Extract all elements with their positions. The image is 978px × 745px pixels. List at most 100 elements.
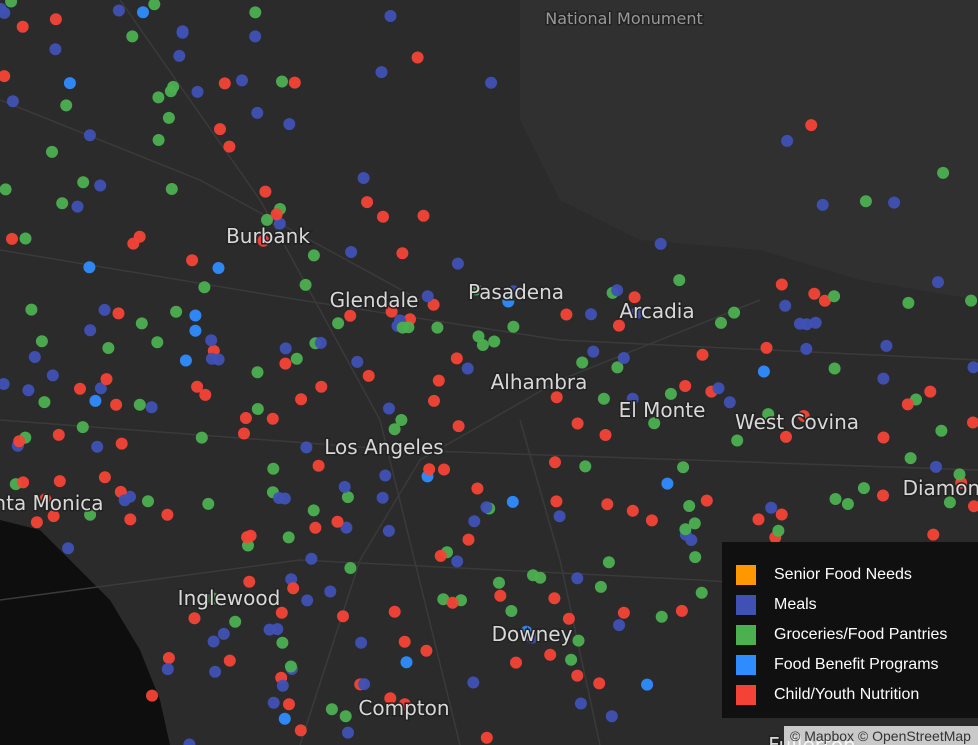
marker <box>593 677 606 690</box>
legend-label: Groceries/Food Pantries <box>774 626 948 643</box>
marker <box>579 460 592 473</box>
legend-item[interactable]: Groceries/Food Pantries <box>736 620 978 650</box>
legend-swatch <box>736 625 756 645</box>
marker <box>775 508 788 521</box>
marker <box>244 529 257 542</box>
marker <box>46 369 59 382</box>
legend-item[interactable]: Child/Youth Nutrition <box>736 680 978 710</box>
marker <box>179 354 192 367</box>
marker <box>700 494 713 507</box>
marker <box>451 555 464 568</box>
marker <box>39 493 52 506</box>
marker <box>229 615 242 628</box>
marker <box>261 213 273 226</box>
marker <box>548 592 561 605</box>
marker <box>571 572 584 585</box>
marker <box>191 380 204 393</box>
legend-swatch <box>736 565 756 585</box>
marker <box>251 106 264 119</box>
marker <box>124 513 137 526</box>
marker <box>571 669 584 682</box>
marker <box>259 185 272 198</box>
marker <box>56 197 69 210</box>
marker <box>507 285 520 298</box>
marker <box>83 261 96 274</box>
marker <box>685 534 698 546</box>
marker <box>760 341 773 354</box>
marker <box>434 549 447 562</box>
marker <box>267 462 280 475</box>
marker <box>553 510 566 523</box>
marker <box>384 692 397 705</box>
marker <box>344 309 357 322</box>
marker <box>602 556 615 569</box>
marker <box>828 290 841 303</box>
marker <box>576 356 589 369</box>
marker <box>805 119 818 132</box>
marker <box>148 0 161 11</box>
marker <box>679 380 692 392</box>
marker <box>295 393 308 406</box>
marker <box>332 317 345 330</box>
marker <box>188 612 201 625</box>
marker <box>307 249 320 262</box>
marker <box>571 417 584 430</box>
marker <box>46 145 58 158</box>
marker <box>47 510 60 523</box>
marker <box>207 635 220 648</box>
marker <box>339 710 352 723</box>
marker <box>307 504 320 517</box>
place-label: West Covina <box>735 410 859 434</box>
marker <box>420 644 433 657</box>
marker <box>695 586 708 599</box>
marker <box>382 524 395 537</box>
marker <box>71 200 84 213</box>
marker <box>83 129 96 142</box>
marker <box>301 594 314 607</box>
legend-item[interactable]: Meals <box>736 590 978 620</box>
marker <box>775 278 788 291</box>
marker <box>287 582 300 595</box>
marker <box>165 183 178 195</box>
marker <box>611 284 624 297</box>
marker <box>126 30 139 43</box>
marker <box>816 198 829 211</box>
marker <box>361 196 374 209</box>
marker <box>30 516 43 529</box>
marker <box>829 493 842 505</box>
marker <box>76 421 89 434</box>
marker <box>145 401 158 414</box>
place-labels: National Monument Burbank Glendale Pasadena… <box>0 8 978 745</box>
marker <box>841 498 854 510</box>
marker <box>376 491 389 504</box>
legend-item[interactable]: Food Benefit Programs <box>736 650 978 680</box>
marker <box>270 208 283 221</box>
marker <box>626 392 639 405</box>
marker <box>965 294 978 307</box>
marker <box>585 308 597 321</box>
place-label: National Monument <box>545 9 702 28</box>
marker <box>84 324 97 337</box>
marker <box>967 361 978 374</box>
marker <box>137 6 149 19</box>
marker <box>904 452 917 465</box>
marker <box>223 140 236 153</box>
marker <box>94 382 107 395</box>
marker <box>613 619 626 632</box>
marker <box>599 429 612 441</box>
marker <box>696 348 709 361</box>
marker <box>217 627 230 640</box>
marker <box>901 398 914 411</box>
marker <box>935 424 948 437</box>
marker <box>461 362 474 375</box>
legend-item[interactable]: Senior Food Needs <box>736 560 978 590</box>
attribution[interactable]: © Mapbox © OpenStreetMap <box>784 726 978 745</box>
marker <box>937 166 950 179</box>
marker <box>880 339 893 352</box>
marker <box>565 653 578 666</box>
marker <box>358 678 371 691</box>
marker <box>765 501 778 514</box>
marker <box>550 495 563 508</box>
